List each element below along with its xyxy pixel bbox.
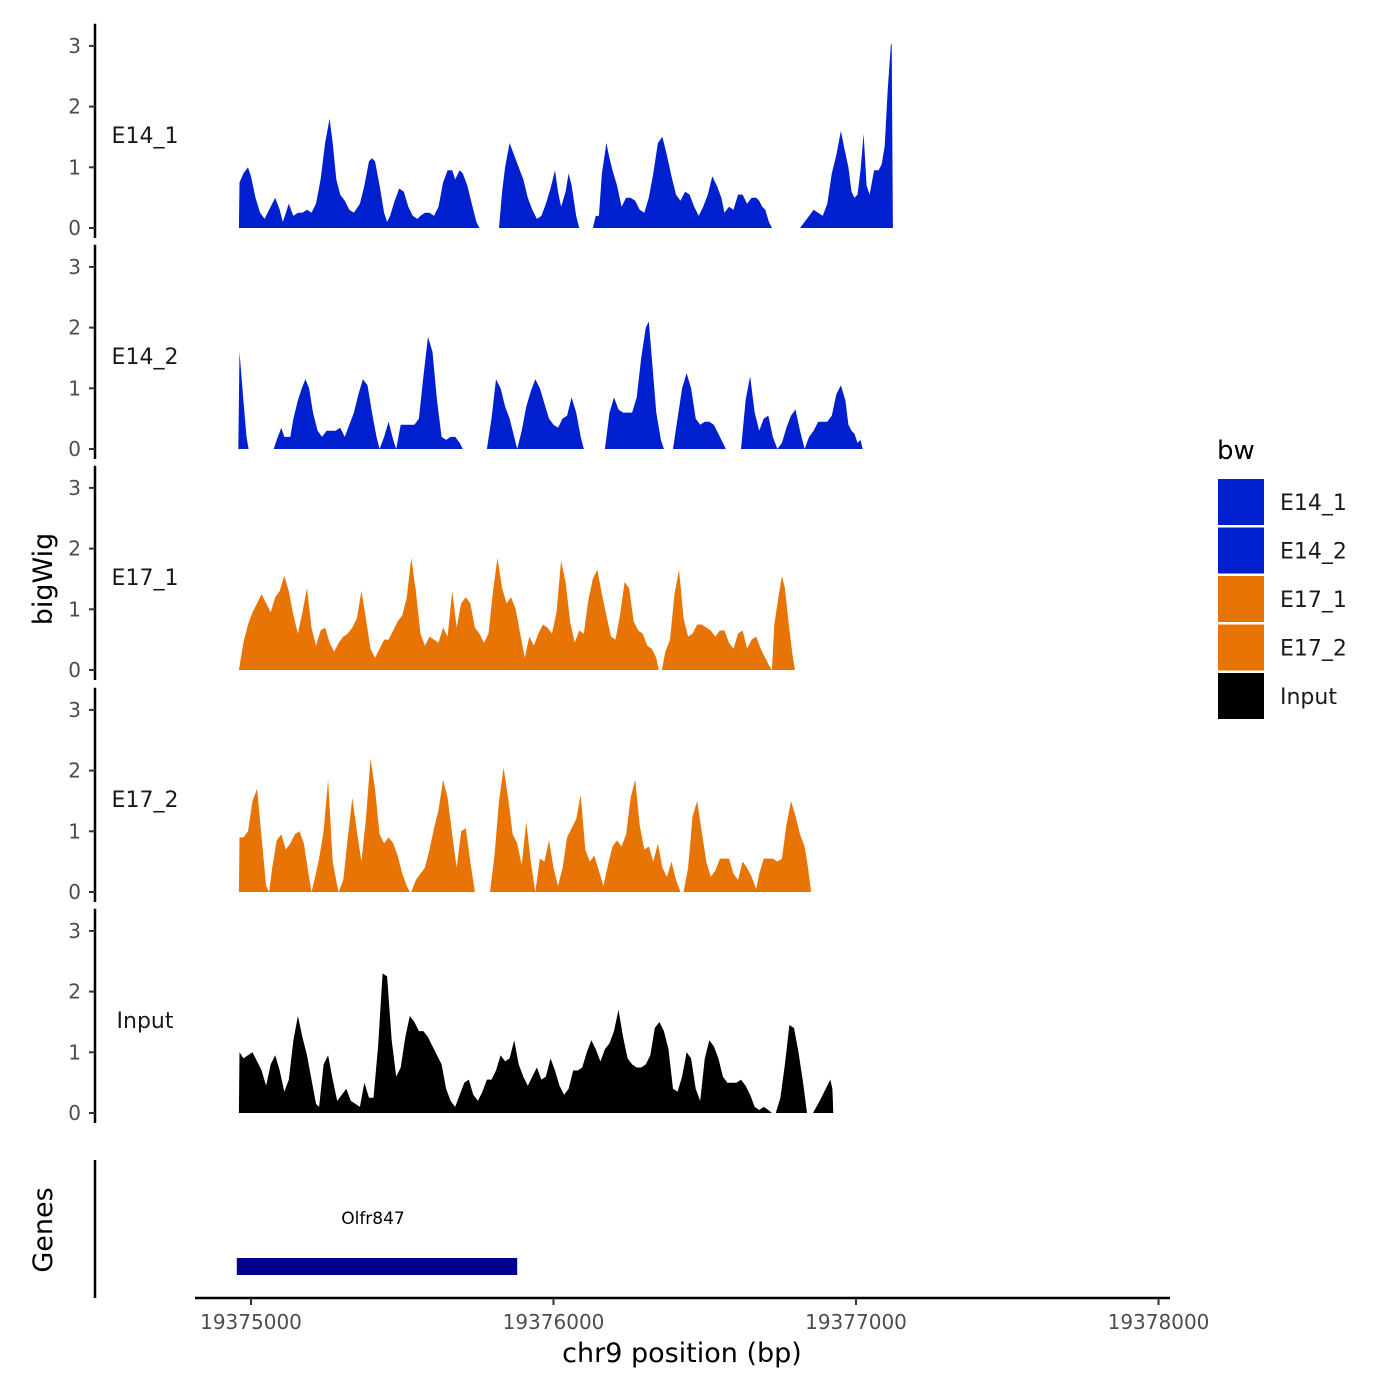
y-tick-label: 0 [68,880,81,904]
legend-label: E17_2 [1280,637,1347,662]
legend-label: Input [1280,685,1337,710]
coverage-area [238,973,772,1113]
coverage-area [238,351,249,449]
y-tick-label: 3 [68,34,81,58]
coverage-area [813,1079,834,1113]
y-tick-label: 1 [68,819,81,843]
legend: bw E14_1 E14_2 E17_1 E17_2 Input [1217,436,1347,719]
coverage-area [604,321,664,449]
coverage-area [490,767,681,892]
coverage-area [673,373,726,449]
y-tick-label: 1 [68,155,81,179]
y-tick-label: 1 [68,597,81,621]
coverage-area [238,779,339,892]
coverage-area [592,136,772,228]
y-tick-label: 3 [68,698,81,722]
y-tick-label: 3 [68,919,81,943]
coverage-area [683,801,812,892]
coverage-area [338,758,410,892]
y-tick-label: 2 [68,95,81,119]
legend-label: E14_1 [1280,491,1347,516]
track-label: E14_1 [112,124,179,149]
coverage-area [517,379,584,449]
legend-swatch [1218,673,1264,719]
coverage-area [800,42,893,229]
gene-label: Olfr847 [341,1209,405,1229]
legend-title: bw [1217,436,1255,466]
y-tick-label: 0 [68,658,81,682]
y-tick-label: 0 [68,437,81,461]
genes-panel: Olfr847 [93,1160,518,1298]
coverage-area [499,143,580,228]
y-tick-label: 2 [68,316,81,340]
y-tick-label: 3 [68,476,81,500]
track-e14-1: 0 1 2 3 E14_1 [68,23,893,240]
legend-label: E17_1 [1280,588,1347,613]
y-tick-label: 3 [68,255,81,279]
coverage-area [238,118,480,228]
y-axis-title: bigWig [28,533,59,626]
y-tick-label: 1 [68,376,81,400]
gene-body [236,1258,518,1275]
coverage-area [661,569,795,670]
track-e14-2: 0 1 2 3 E14_2 [68,244,863,461]
y-tick-label: 1 [68,1040,81,1064]
coverage-area [379,336,463,449]
track-label: Input [117,1009,174,1034]
coverage-area [411,779,475,892]
legend-swatch [1218,479,1264,525]
track-label: E17_2 [112,788,179,813]
x-tick-label: 19376000 [503,1310,605,1334]
track-e17-2: 0 1 2 3 E17_2 [68,687,812,904]
legend-label: E14_2 [1280,540,1347,565]
genes-panel-title: Genes [28,1187,59,1272]
coverage-area [741,376,863,449]
coverage-area [273,379,380,449]
x-axis-title: chr9 position (bp) [562,1338,802,1369]
x-tick-label: 19378000 [1108,1310,1210,1334]
legend-swatch [1218,576,1264,622]
y-tick-label: 2 [68,980,81,1004]
track-input: 0 1 2 3 Input [68,908,834,1125]
y-tick-label: 2 [68,759,81,783]
coverage-area [486,379,518,449]
coverage-area [775,1025,807,1113]
coverage-area [238,557,659,670]
y-tick-label: 0 [68,216,81,240]
track-panels: 0 1 2 3 E14_1 0 1 2 3 E14_2 0 1 2 3 E17_1 0 1 2 3 E17_2 0 1 2 3… [68,23,893,1125]
y-tick-label: 0 [68,1101,81,1125]
x-axis: 19375000 19376000 19377000 19378000 [195,1296,1210,1334]
legend-swatch [1218,527,1264,574]
track-label: E17_1 [112,566,179,591]
track-e17-1: 0 1 2 3 E17_1 [68,465,795,682]
track-label: E14_2 [112,345,179,370]
x-tick-label: 19377000 [805,1310,907,1334]
x-tick-label: 19375000 [200,1310,302,1334]
y-tick-label: 2 [68,537,81,561]
legend-swatch [1218,624,1264,671]
